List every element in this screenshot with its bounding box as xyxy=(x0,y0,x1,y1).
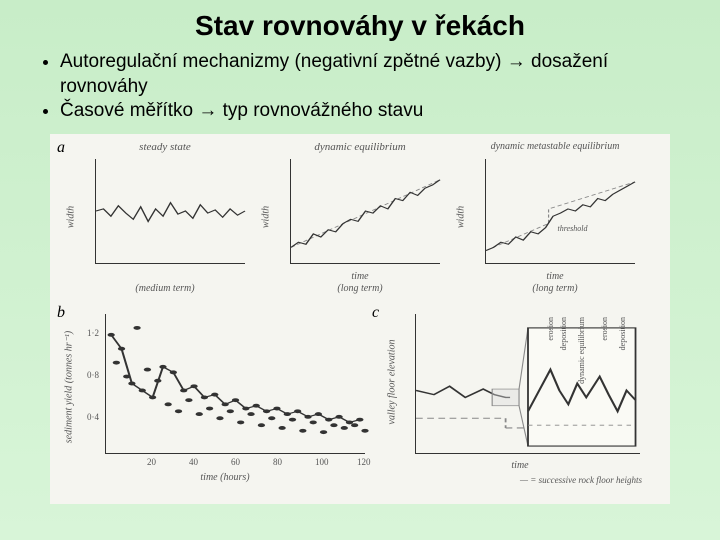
chart-title: steady state xyxy=(75,141,255,153)
caption: (medium term) xyxy=(75,283,255,294)
xlabel: time xyxy=(390,460,650,471)
axes xyxy=(95,159,245,264)
ylabel: width xyxy=(66,205,77,227)
panel-label-c: c xyxy=(372,304,379,322)
panel-c: c valley floor elevation xyxy=(390,304,650,489)
ylabel: sediment yield (tonnes hr⁻¹) xyxy=(64,331,75,443)
chart-svg xyxy=(291,159,440,263)
panel-b: b sediment yield (tonnes hr⁻¹) 1·20·80·4… xyxy=(75,304,375,489)
chart-title: dynamic equilibrium xyxy=(270,141,450,153)
panel-metastable-eq: dynamic metastable equilibrium width thr… xyxy=(465,139,645,294)
axes xyxy=(105,314,365,454)
row-a: a steady state width (medium term) dynam… xyxy=(75,139,645,294)
figure-container: a steady state width (medium term) dynam… xyxy=(50,134,670,504)
panel-dynamic-eq: dynamic equilibrium width time (long ter… xyxy=(270,139,450,294)
axes: erosiondepositiondynamic equilibriumeros… xyxy=(415,314,640,454)
chart-svg xyxy=(486,159,635,263)
panel-label-b: b xyxy=(57,304,65,322)
bullet-list: Autoregulační mechanizmy (negativní zpět… xyxy=(40,50,690,124)
chart-svg xyxy=(106,314,365,453)
bullet-item: Časové měřítko → typ rovnovážného stavu xyxy=(60,99,690,124)
page-title: Stav rovnováhy v řekách xyxy=(30,10,690,42)
xlabel: time xyxy=(270,271,450,282)
xlabel: time (hours) xyxy=(75,472,375,483)
ylabel: width xyxy=(456,205,467,227)
ylabel: valley floor elevation xyxy=(387,339,398,424)
caption: (long term) xyxy=(270,283,450,294)
caption: (long term) xyxy=(465,283,645,294)
bullet-item: Autoregulační mechanizmy (negativní zpět… xyxy=(60,50,690,99)
ylabel: width xyxy=(261,205,272,227)
chart-title: dynamic metastable equilibrium xyxy=(465,141,645,152)
chart-svg xyxy=(96,159,245,263)
axes: threshold xyxy=(485,159,635,264)
panel-steady-state: a steady state width (medium term) xyxy=(75,139,255,294)
panel-label-a: a xyxy=(57,139,65,157)
axes xyxy=(290,159,440,264)
legend: — = successive rock floor heights xyxy=(520,475,642,485)
xlabel: time xyxy=(465,271,645,282)
threshold-label: threshold xyxy=(558,224,588,233)
